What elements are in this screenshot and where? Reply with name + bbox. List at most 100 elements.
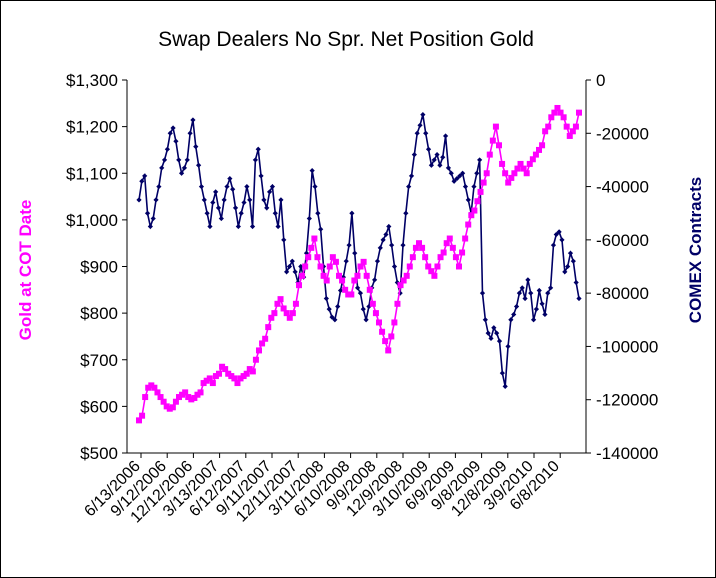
gold-point: [283, 310, 290, 317]
gold-point: [542, 128, 549, 135]
contracts-point: [332, 317, 338, 323]
contracts-point: [221, 197, 227, 203]
contracts-point: [542, 311, 548, 318]
gold-point: [163, 403, 170, 410]
contracts-point: [423, 130, 429, 136]
y-right-tick-label: -80000: [596, 284, 649, 303]
contracts-point: [340, 274, 346, 280]
contracts-point: [425, 146, 432, 152]
series-gold: [136, 104, 582, 424]
contracts-point: [218, 215, 224, 222]
y-right-tick-label: -120000: [596, 391, 658, 410]
gold-point: [449, 244, 456, 251]
contracts-line: [138, 114, 580, 387]
y-left-tick-label: $1,300: [66, 71, 118, 90]
contracts-point: [306, 215, 312, 222]
contracts-point: [389, 242, 395, 248]
gold-point: [431, 272, 438, 279]
contracts-point: [513, 303, 520, 310]
contracts-point: [528, 290, 534, 296]
gold-point: [422, 254, 429, 261]
contracts-point: [462, 183, 469, 190]
gold-point: [154, 389, 161, 396]
contracts-point: [238, 210, 244, 216]
gold-point: [157, 394, 164, 401]
gold-point: [412, 244, 419, 251]
contracts-point: [465, 197, 471, 203]
contracts-point: [198, 183, 205, 190]
contracts-point: [249, 223, 256, 230]
gold-point: [529, 156, 536, 163]
gold-point: [456, 263, 462, 270]
gold-point: [185, 394, 192, 401]
contracts-point: [573, 279, 579, 286]
contracts-point: [258, 173, 264, 179]
gold-point: [548, 114, 555, 121]
gold-point: [142, 394, 149, 401]
gold-point: [179, 391, 186, 398]
gold-point: [554, 104, 561, 111]
gold-point: [483, 170, 490, 177]
gold-point: [499, 160, 506, 167]
gold-point: [576, 109, 582, 116]
contracts-point: [142, 173, 148, 179]
contracts-point: [196, 162, 202, 168]
gold-point: [286, 314, 293, 321]
contracts-point: [181, 165, 188, 171]
gold-point: [268, 314, 275, 321]
gold-point: [240, 373, 247, 380]
gold-point: [382, 338, 389, 345]
gold-point: [462, 235, 469, 242]
y-left-ticks: $500 $600 $700 $800 $900 $1,000 $1,100 $1,200 $1…: [66, 71, 127, 463]
gold-point: [166, 405, 173, 412]
contracts-point: [383, 231, 389, 238]
contracts-point: [315, 210, 321, 216]
contracts-point: [278, 197, 284, 203]
gold-point: [526, 160, 533, 167]
gold-point: [265, 324, 272, 331]
contracts-point: [488, 335, 494, 342]
contracts-point: [482, 317, 488, 323]
contracts-point: [440, 154, 446, 160]
y-left-tick-label: $700: [80, 351, 118, 370]
gold-point: [148, 382, 155, 389]
contracts-point: [261, 197, 267, 203]
contracts-point: [298, 263, 304, 270]
contracts-point: [230, 186, 236, 192]
gold-point: [486, 151, 493, 158]
gold-point: [416, 240, 422, 247]
contracts-point: [420, 112, 426, 118]
gold-point: [200, 380, 207, 387]
gold-point: [400, 277, 407, 284]
contracts-point: [516, 290, 522, 296]
contracts-point: [496, 338, 503, 344]
gold-point: [299, 272, 306, 279]
gold-point: [465, 221, 472, 228]
contracts-point: [346, 242, 352, 248]
gold-point: [391, 319, 398, 326]
gold-point: [502, 170, 509, 177]
contracts-point: [565, 263, 571, 270]
contracts-point: [204, 210, 210, 216]
contracts-point: [380, 237, 386, 243]
gold-point: [376, 319, 382, 326]
contracts-point: [479, 290, 486, 296]
gold-point: [443, 240, 450, 247]
gold-point: [351, 277, 358, 284]
contracts-point: [502, 383, 508, 389]
gold-point: [145, 384, 152, 391]
contracts-point: [372, 277, 378, 283]
gold-point: [342, 286, 349, 293]
gold-point: [289, 310, 296, 317]
contracts-point: [522, 295, 528, 302]
gold-point: [557, 109, 564, 116]
contracts-point: [417, 122, 423, 128]
gold-point: [329, 254, 336, 261]
contracts-point: [434, 152, 440, 158]
gold-point: [332, 258, 339, 265]
contracts-point: [144, 210, 151, 216]
contracts-point: [318, 226, 324, 232]
contracts-point: [460, 170, 466, 176]
gold-point: [169, 404, 176, 411]
